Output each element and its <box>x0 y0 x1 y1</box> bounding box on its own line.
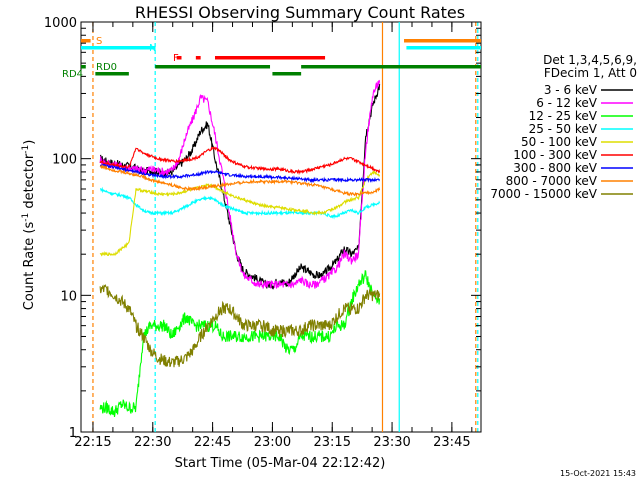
legend-header-1: FDecim 1, Att 0 <box>544 66 637 80</box>
x-tick-label-4: 23:15 <box>314 435 351 450</box>
legend-label-0: 3 - 6 keV <box>544 83 598 97</box>
legend-label-7: 800 - 7000 keV <box>506 174 598 188</box>
series-line-8 <box>99 283 381 368</box>
state-label-f: F <box>173 53 179 64</box>
series-line-2 <box>99 270 381 417</box>
y-axis-label-sup2: -1 <box>21 145 31 154</box>
x-tick-label-6: 23:45 <box>433 435 470 450</box>
y-axis-label-text: Count Rate (s-1 detector-1) <box>21 140 37 311</box>
series-line-3 <box>100 186 381 220</box>
y-tick-label-1: 10 <box>60 289 77 304</box>
x-tick-label-5: 23:30 <box>373 435 410 450</box>
legend-header-0: Det 1,3,4,5,6,9, <box>543 53 637 67</box>
state-bar-rd0-2 <box>301 65 481 69</box>
state-bar-rd4-1 <box>272 72 302 76</box>
y-axis-label-part3: ) <box>22 140 37 145</box>
series-line-7 <box>99 164 381 198</box>
state-bars: S N F RD0 RD4 <box>62 36 481 80</box>
plot-area <box>80 21 482 433</box>
y-tick-label-2: 100 <box>52 153 77 168</box>
legend-label-8: 7000 - 15000 keV <box>490 187 597 201</box>
x-tick-label-1: 22:30 <box>134 435 171 450</box>
axes: 1 10 100 1000 22:15 22:30 22:45 23:00 23:15 23:30… <box>44 16 481 450</box>
state-bar-s-1 <box>404 39 481 43</box>
legend-label-4: 50 - 100 keV <box>521 135 598 149</box>
y-tick-label-3: 1000 <box>44 16 77 31</box>
x-axis-label: Start Time (05-Mar-04 22:12:42) <box>175 456 386 471</box>
state-label-rd0: RD0 <box>96 62 117 73</box>
x-tick-label-0: 22:15 <box>74 435 111 450</box>
legend-label-2: 12 - 25 keV <box>529 109 598 123</box>
series-line-0 <box>100 83 381 290</box>
state-bar-n-0 <box>81 46 156 50</box>
state-label-s: S <box>96 36 102 47</box>
chart-title: RHESSI Observing Summary Count Rates <box>135 3 465 22</box>
series-line-4 <box>99 170 381 257</box>
footer-date: 15-Oct-2021 15:43 <box>560 469 636 478</box>
y-tick-label-0: 1 <box>69 426 77 441</box>
state-bar-rd4-0 <box>95 72 129 76</box>
legend-label-3: 25 - 50 keV <box>529 122 598 136</box>
legend-label-6: 300 - 800 keV <box>513 161 597 175</box>
series-layer <box>99 79 381 417</box>
legend-label-5: 100 - 300 keV <box>513 148 597 162</box>
plot-frame <box>80 21 482 433</box>
series-line-1 <box>99 79 381 289</box>
y-axis-label-part2: detector <box>22 153 37 213</box>
state-label-rd4: RD4 <box>62 69 83 80</box>
state-bar-n-1 <box>406 46 481 50</box>
state-bar-rd0-1 <box>155 65 271 69</box>
state-bar-rd0-0 <box>81 65 86 69</box>
legend-label-1: 6 - 12 keV <box>536 96 598 110</box>
state-bar-f-2 <box>214 56 326 60</box>
legend: Det 1,3,4,5,6,9,FDecim 1, Att 0 3 - 6 keV… <box>490 53 637 201</box>
y-axis-label-sup1: -1 <box>21 213 31 222</box>
y-axis-label: Count Rate (s-1 detector-1) <box>21 140 37 311</box>
state-bar-s-0 <box>81 39 91 43</box>
state-bar-f-0 <box>176 56 182 60</box>
vertical-markers <box>92 22 479 432</box>
x-tick-label-3: 23:00 <box>254 435 291 450</box>
series-line-6 <box>99 163 381 184</box>
state-bar-f-1 <box>195 56 201 60</box>
x-tick-label-2: 22:45 <box>194 435 231 450</box>
series-line-5 <box>99 146 381 176</box>
state-label-n: N <box>149 43 156 54</box>
y-axis-label-part1: Count Rate (s <box>22 222 37 311</box>
